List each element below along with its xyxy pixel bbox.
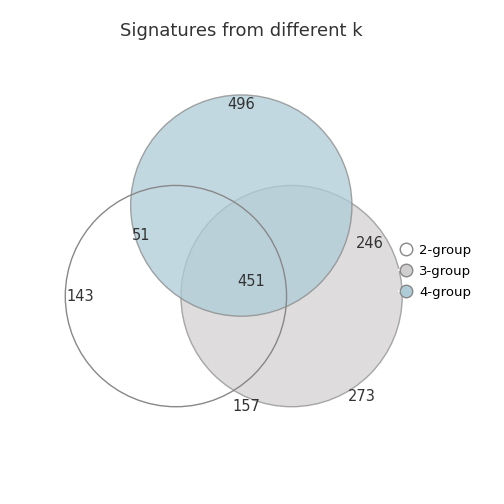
Circle shape [131,95,352,316]
Text: 143: 143 [67,289,94,303]
Legend: 2-group, 3-group, 4-group: 2-group, 3-group, 4-group [393,237,478,305]
Text: 246: 246 [356,236,384,251]
Title: Signatures from different k: Signatures from different k [120,22,362,40]
Text: 51: 51 [132,228,150,243]
Text: 157: 157 [232,399,260,414]
Text: 273: 273 [348,389,376,404]
Circle shape [181,185,402,407]
Text: 496: 496 [227,97,255,112]
Text: 451: 451 [237,274,265,288]
